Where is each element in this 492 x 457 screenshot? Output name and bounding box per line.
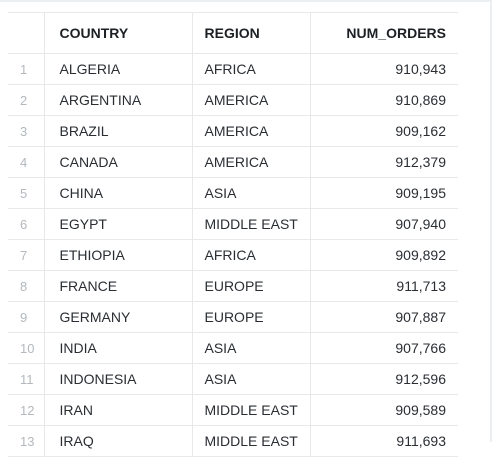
table-body: 1 ALGERIA AFRICA 910,943 2 ARGENTINA AMERICA 91… [8,53,458,457]
num-orders-cell[interactable]: 912,379 [309,146,458,178]
region-cell[interactable]: AMERICA [191,146,310,178]
country-cell[interactable]: FRANCE [43,270,192,302]
country-cell[interactable]: CHINA [43,177,192,209]
row-index-cell: 11 [8,363,44,395]
row-index-cell: 9 [8,301,44,333]
country-cell[interactable]: EGYPT [43,208,192,240]
table-row[interactable]: 7 ETHIOPIA AFRICA 909,892 [8,239,458,271]
region-cell[interactable]: AMERICA [191,84,310,116]
num-orders-cell[interactable]: 907,887 [309,301,458,333]
row-index-header [8,12,44,54]
row-index-cell: 2 [8,84,44,116]
region-cell[interactable]: MIDDLE EAST [191,208,310,240]
row-index-cell: 5 [8,177,44,209]
num-orders-cell[interactable]: 909,162 [309,115,458,147]
num-orders-cell[interactable]: 907,940 [309,208,458,240]
pane-top-border [0,0,492,2]
row-index-cell: 6 [8,208,44,240]
row-index-cell: 3 [8,115,44,147]
region-cell[interactable]: EUROPE [191,270,310,302]
table-row[interactable]: 12 IRAN MIDDLE EAST 909,589 [8,394,458,426]
row-index-cell: 7 [8,239,44,271]
country-cell[interactable]: INDIA [43,332,192,364]
table-row[interactable]: 8 FRANCE EUROPE 911,713 [8,270,458,302]
region-cell[interactable]: ASIA [191,363,310,395]
country-cell[interactable]: ARGENTINA [43,84,192,116]
row-index-cell: 4 [8,146,44,178]
region-cell[interactable]: ASIA [191,177,310,209]
table-row[interactable]: 13 IRAQ MIDDLE EAST 911,693 [8,425,458,457]
country-cell[interactable]: BRAZIL [43,115,192,147]
region-cell[interactable]: AFRICA [191,239,310,271]
table-row[interactable]: 5 CHINA ASIA 909,195 [8,177,458,209]
num-orders-cell[interactable]: 909,892 [309,239,458,271]
region-cell[interactable]: EUROPE [191,301,310,333]
row-index-cell: 1 [8,53,44,85]
region-cell[interactable]: AFRICA [191,53,310,85]
table-row[interactable]: 11 INDONESIA ASIA 912,596 [8,363,458,395]
table-row[interactable]: 10 INDIA ASIA 907,766 [8,332,458,364]
results-table: COUNTRY REGION NUM_ORDERS 1 ALGERIA AFRICA… [8,12,458,457]
num-orders-cell[interactable]: 909,589 [309,394,458,426]
row-index-cell: 8 [8,270,44,302]
table-header-row: COUNTRY REGION NUM_ORDERS [8,12,458,54]
num-orders-cell[interactable]: 910,869 [309,84,458,116]
num-orders-cell[interactable]: 907,766 [309,332,458,364]
country-cell[interactable]: IRAN [43,394,192,426]
num-orders-cell[interactable]: 911,713 [309,270,458,302]
country-cell[interactable]: INDONESIA [43,363,192,395]
num-orders-cell[interactable]: 910,943 [309,53,458,85]
country-cell[interactable]: CANADA [43,146,192,178]
table-row[interactable]: 1 ALGERIA AFRICA 910,943 [8,53,458,85]
row-index-cell: 13 [8,425,44,457]
region-cell[interactable]: AMERICA [191,115,310,147]
region-cell[interactable]: MIDDLE EAST [191,425,310,457]
region-cell[interactable]: MIDDLE EAST [191,394,310,426]
table-row[interactable]: 9 GERMANY EUROPE 907,887 [8,301,458,333]
column-header-num-orders[interactable]: NUM_ORDERS [309,12,458,54]
table-row[interactable]: 4 CANADA AMERICA 912,379 [8,146,458,178]
row-index-cell: 12 [8,394,44,426]
column-header-region[interactable]: REGION [191,12,310,54]
table-row[interactable]: 6 EGYPT MIDDLE EAST 907,940 [8,208,458,240]
table-row[interactable]: 2 ARGENTINA AMERICA 910,869 [8,84,458,116]
country-cell[interactable]: ETHIOPIA [43,239,192,271]
row-index-cell: 10 [8,332,44,364]
country-cell[interactable]: GERMANY [43,301,192,333]
table-row[interactable]: 3 BRAZIL AMERICA 909,162 [8,115,458,147]
num-orders-cell[interactable]: 909,195 [309,177,458,209]
column-header-country[interactable]: COUNTRY [43,12,192,54]
num-orders-cell[interactable]: 912,596 [309,363,458,395]
region-cell[interactable]: ASIA [191,332,310,364]
pane-scrollbar-track[interactable] [490,0,492,442]
country-cell[interactable]: IRAQ [43,425,192,457]
num-orders-cell[interactable]: 911,693 [309,425,458,457]
country-cell[interactable]: ALGERIA [43,53,192,85]
